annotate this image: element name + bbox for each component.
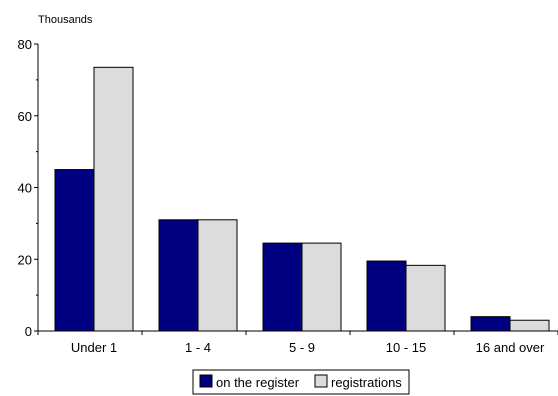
- bar-registrations-under-1: [93, 66, 134, 332]
- x-axis-ticks: Under 1 1 - 4 5 - 9 10 - 15 16 and over: [37, 331, 558, 355]
- bar-registrations-16-and-over: [509, 319, 550, 332]
- bar-registrations-10-15: [405, 264, 446, 332]
- y-tick-label-0: 0: [25, 324, 32, 339]
- y-axis-ticks: 0 20 40 60 80: [18, 37, 38, 339]
- y-axis-unit-label: Thousands: [38, 14, 93, 26]
- legend-swatch-registrations: [314, 374, 328, 388]
- legend-label-on-the-register: on the register: [216, 375, 300, 390]
- x-tick-label-16-and-over: 16 and over: [476, 340, 545, 355]
- legend-swatch-on-the-register: [199, 374, 213, 388]
- x-tick-label-1-4: 1 - 4: [185, 340, 211, 355]
- legend: on the register registrations: [192, 369, 410, 395]
- y-tick-label-20: 20: [18, 252, 32, 267]
- bar-on-the-register-1-4: [158, 219, 199, 332]
- x-tick-label-5-9: 5 - 9: [289, 340, 315, 355]
- bar-on-the-register-under-1: [54, 169, 95, 332]
- bar-registrations-5-9: [301, 242, 342, 332]
- x-tick-label-under-1: Under 1: [71, 340, 117, 355]
- y-tick-label-60: 60: [18, 109, 32, 124]
- bar-on-the-register-10-15: [366, 260, 407, 332]
- y-tick-label-40: 40: [18, 181, 32, 196]
- x-tick-label-10-15: 10 - 15: [386, 340, 426, 355]
- bar-on-the-register-16-and-over: [470, 316, 511, 332]
- bars-group: [54, 66, 550, 332]
- legend-frame: [192, 369, 410, 395]
- legend-label-registrations: registrations: [331, 375, 402, 390]
- y-tick-label-80: 80: [18, 37, 32, 52]
- bar-on-the-register-5-9: [262, 242, 303, 332]
- bar-registrations-1-4: [197, 219, 238, 332]
